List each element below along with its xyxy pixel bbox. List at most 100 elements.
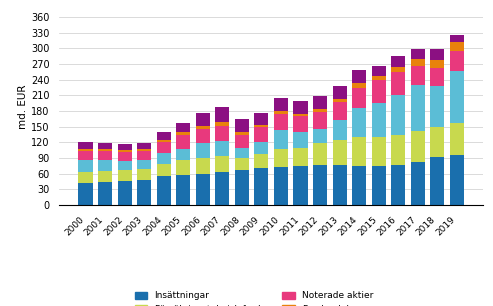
Bar [352,108,366,137]
Bar [352,137,366,166]
Bar [157,132,171,140]
Bar [293,101,308,114]
Bar [176,149,190,160]
Bar [274,114,288,130]
Bar [293,116,308,132]
Bar [117,181,132,205]
Bar [235,158,249,170]
Bar [450,35,464,42]
Bar [98,151,112,160]
Bar [274,111,288,114]
Bar [254,125,268,127]
Bar [98,143,112,149]
Bar [372,76,386,80]
Bar [176,160,190,175]
Bar [254,113,268,125]
Bar [98,182,112,205]
Bar [215,122,229,126]
Bar [332,102,347,121]
Bar [411,162,425,205]
Bar [137,181,151,205]
Bar [411,131,425,162]
Bar [137,149,151,151]
Bar [117,161,132,170]
Bar [254,169,268,205]
Bar [293,114,308,116]
Bar [411,65,425,85]
Bar [235,119,249,132]
Bar [137,143,151,149]
Bar [215,107,229,122]
Bar [137,151,151,160]
Bar [235,135,249,147]
Bar [78,160,93,172]
Bar [215,156,229,172]
Bar [391,135,405,165]
Bar [293,132,308,147]
Bar [450,71,464,123]
Bar [254,142,268,154]
Bar [117,144,132,150]
Bar [450,42,464,51]
Bar [117,152,132,161]
Bar [117,170,132,181]
Bar [372,137,386,166]
Bar [157,164,171,176]
Bar [98,160,112,170]
Bar [313,165,327,205]
Bar [196,158,210,174]
Bar [274,98,288,111]
Bar [157,142,171,153]
Bar [98,170,112,182]
Bar [411,59,425,65]
Bar [352,83,366,88]
Bar [352,70,366,83]
Bar [176,135,190,149]
Bar [372,80,386,103]
Bar [117,150,132,152]
Bar [274,149,288,167]
Bar [313,96,327,110]
Bar [196,126,210,129]
Bar [430,49,444,60]
Bar [254,154,268,169]
Bar [235,170,249,205]
Bar [196,113,210,126]
Bar [313,144,327,165]
Bar [391,56,405,67]
Bar [293,166,308,205]
Bar [411,85,425,131]
Bar [391,95,405,135]
Bar [196,144,210,158]
Bar [313,129,327,144]
Bar [352,166,366,205]
Bar [450,123,464,155]
Bar [332,99,347,102]
Bar [137,169,151,181]
Bar [430,127,444,157]
Bar [98,149,112,151]
Bar [372,103,386,137]
Y-axis label: md. EUR: md. EUR [18,85,28,129]
Bar [137,160,151,169]
Bar [332,121,347,140]
Bar [274,167,288,205]
Bar [78,142,93,149]
Bar [157,153,171,164]
Bar [450,51,464,71]
Bar [176,132,190,135]
Bar [78,149,93,151]
Bar [78,183,93,205]
Bar [430,60,444,68]
Bar [196,174,210,205]
Bar [391,165,405,205]
Bar [215,141,229,156]
Bar [78,151,93,160]
Bar [78,172,93,183]
Bar [254,127,268,142]
Bar [391,67,405,72]
Bar [332,165,347,205]
Bar [176,175,190,205]
Bar [391,72,405,95]
Bar [215,172,229,205]
